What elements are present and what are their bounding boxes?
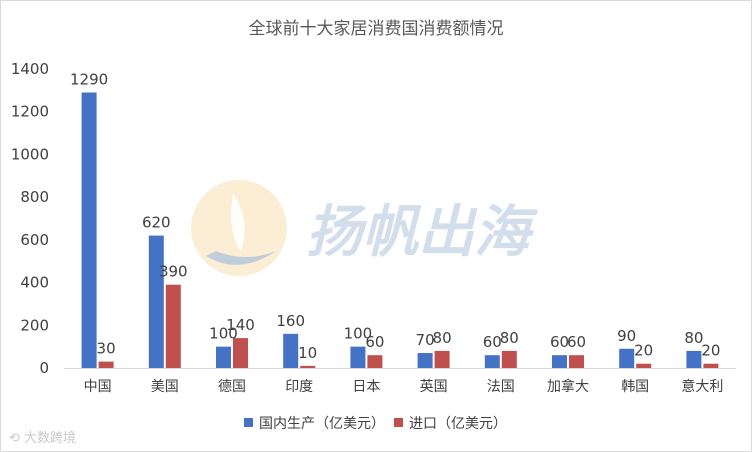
x-axis: 中国 美国 德国 印度 日本 英国 法国 加拿大 韩国 意大利 <box>84 378 724 395</box>
corner-watermark: ⟲ 大数跨境 <box>9 427 76 446</box>
data-label: 80 <box>500 329 519 347</box>
data-label: 1290 <box>70 70 108 88</box>
x-tick-label: 意大利 <box>681 378 723 395</box>
bar <box>484 355 500 368</box>
x-tick-label: 加拿大 <box>547 378 589 395</box>
bar <box>434 350 450 368</box>
bar <box>350 346 366 368</box>
data-label: 100 <box>344 325 373 343</box>
bar <box>98 361 114 368</box>
data-label: 20 <box>701 342 720 360</box>
data-label: 80 <box>433 329 452 347</box>
bar <box>216 346 231 368</box>
x-tick-label: 法国 <box>487 379 515 395</box>
data-label: 70 <box>416 331 435 349</box>
bar <box>283 333 299 368</box>
bar <box>686 350 702 368</box>
data-label: 390 <box>159 263 188 281</box>
bars <box>81 92 719 368</box>
y-tick-label: 1000 <box>11 145 49 163</box>
legend-swatch-import <box>394 418 403 427</box>
y-tick-label: 1400 <box>11 60 49 78</box>
bar <box>619 348 635 368</box>
data-label: 20 <box>634 342 653 360</box>
data-label: 140 <box>226 316 255 334</box>
y-tick-label: 200 <box>20 316 49 334</box>
y-tick-label: 800 <box>20 188 49 206</box>
data-label: 10 <box>298 344 317 362</box>
legend-swatch-domestic <box>244 418 253 427</box>
legend-label-domestic: 国内生产（亿美元） <box>259 416 385 432</box>
x-tick-label: 印度 <box>285 379 313 395</box>
bar <box>703 363 719 368</box>
chart-title: 全球前十大家居消费国消费额情况 <box>249 19 504 39</box>
y-tick-label: 600 <box>20 231 49 249</box>
data-label: 60 <box>550 333 569 351</box>
y-tick-label: 1200 <box>11 103 49 121</box>
bar <box>501 350 517 368</box>
data-label: 60 <box>567 333 586 351</box>
x-tick-label: 英国 <box>420 378 448 395</box>
y-axis: 0 200 400 600 800 1000 1200 1400 <box>11 60 49 377</box>
data-label: 160 <box>276 312 305 330</box>
corner-watermark-text: 大数跨境 <box>24 431 77 446</box>
x-tick-label: 美国 <box>151 379 179 395</box>
bar <box>552 355 567 368</box>
data-label: 60 <box>483 333 502 351</box>
bar <box>367 355 383 368</box>
dsk-logo-icon: ⟲ <box>9 431 20 446</box>
bar <box>81 92 97 368</box>
legend-label-import: 进口（亿美元） <box>409 416 507 432</box>
bar <box>417 353 433 368</box>
data-label: 90 <box>617 327 636 345</box>
data-label: 620 <box>142 214 171 232</box>
bar <box>300 365 316 368</box>
data-label: 60 <box>365 333 384 351</box>
x-tick-label: 德国 <box>218 379 246 395</box>
y-tick-label: 400 <box>20 274 49 292</box>
y-tick-label: 0 <box>39 359 49 377</box>
bar <box>165 284 181 368</box>
watermark-text: 扬帆出海 <box>306 200 538 265</box>
sail-logo-icon <box>191 180 287 276</box>
bar <box>636 363 652 368</box>
x-tick-label: 中国 <box>84 379 112 395</box>
x-tick-label: 韩国 <box>621 379 649 395</box>
bar <box>148 235 164 368</box>
watermark: 扬帆出海 <box>191 180 538 276</box>
bar <box>569 355 584 368</box>
data-label: 100 <box>209 325 238 343</box>
data-label: 80 <box>684 329 703 347</box>
legend: 国内生产（亿美元） 进口（亿美元） <box>244 416 507 432</box>
x-tick-label: 日本 <box>352 379 380 395</box>
bar <box>233 338 248 368</box>
data-label: 30 <box>97 340 116 358</box>
